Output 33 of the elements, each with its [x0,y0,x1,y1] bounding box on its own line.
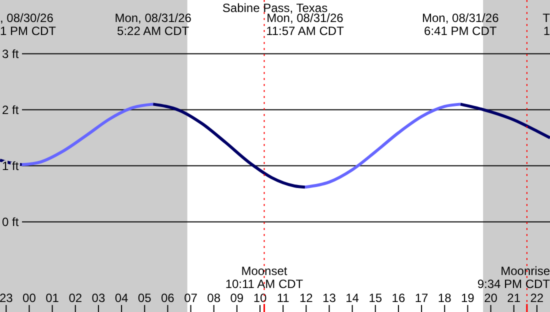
x-tick-label: 00 [22,291,36,305]
x-tick-label: 06 [161,291,175,305]
x-tick-label: 15 [368,291,382,305]
x-tick-label: 05 [138,291,152,305]
y-tick-label: 0 ft [2,214,20,229]
x-tick-label: 14 [346,291,360,305]
x-tick-label: 18 [438,291,452,305]
x-tick-label: 16 [392,291,406,305]
x-tick-label: 02 [68,291,82,305]
x-tick-label: 17 [414,291,429,305]
x-tick-label: 08 [207,291,221,305]
x-tick-label: 07 [184,291,198,305]
y-tick-label: 2 ft [2,102,20,117]
x-tick-label: 04 [114,291,129,305]
x-tick-label: 23 [0,291,14,305]
annotation: Mon, 08/31/26 5:22 AM CDT [114,11,192,38]
ref-line-label: Moonset 10:11 AM CDT [225,264,304,291]
x-tick-label: 11 [276,291,290,305]
x-tick-label: 03 [92,291,106,305]
x-tick-label: 01 [46,291,60,305]
annotation: Mon, 08/31/26 6:41 PM CDT [422,11,500,38]
x-tick-label: 19 [461,291,475,305]
ref-line-label: Moonrise 9:34 PM CDT [477,264,550,291]
annotation: , 08/30/26 1 PM CDT [0,11,57,38]
x-tick-label: 21 [507,291,521,305]
x-tick-label: 12 [299,291,314,305]
x-tick-label: 20 [484,291,498,305]
annotation: T 1 [542,11,550,38]
y-tick-label: 3 ft [2,46,20,61]
x-tick-label: 13 [322,291,336,305]
x-tick-label: 22 [530,291,544,305]
x-tick-label: 09 [230,291,244,305]
x-tick-label: 10 [253,291,267,305]
